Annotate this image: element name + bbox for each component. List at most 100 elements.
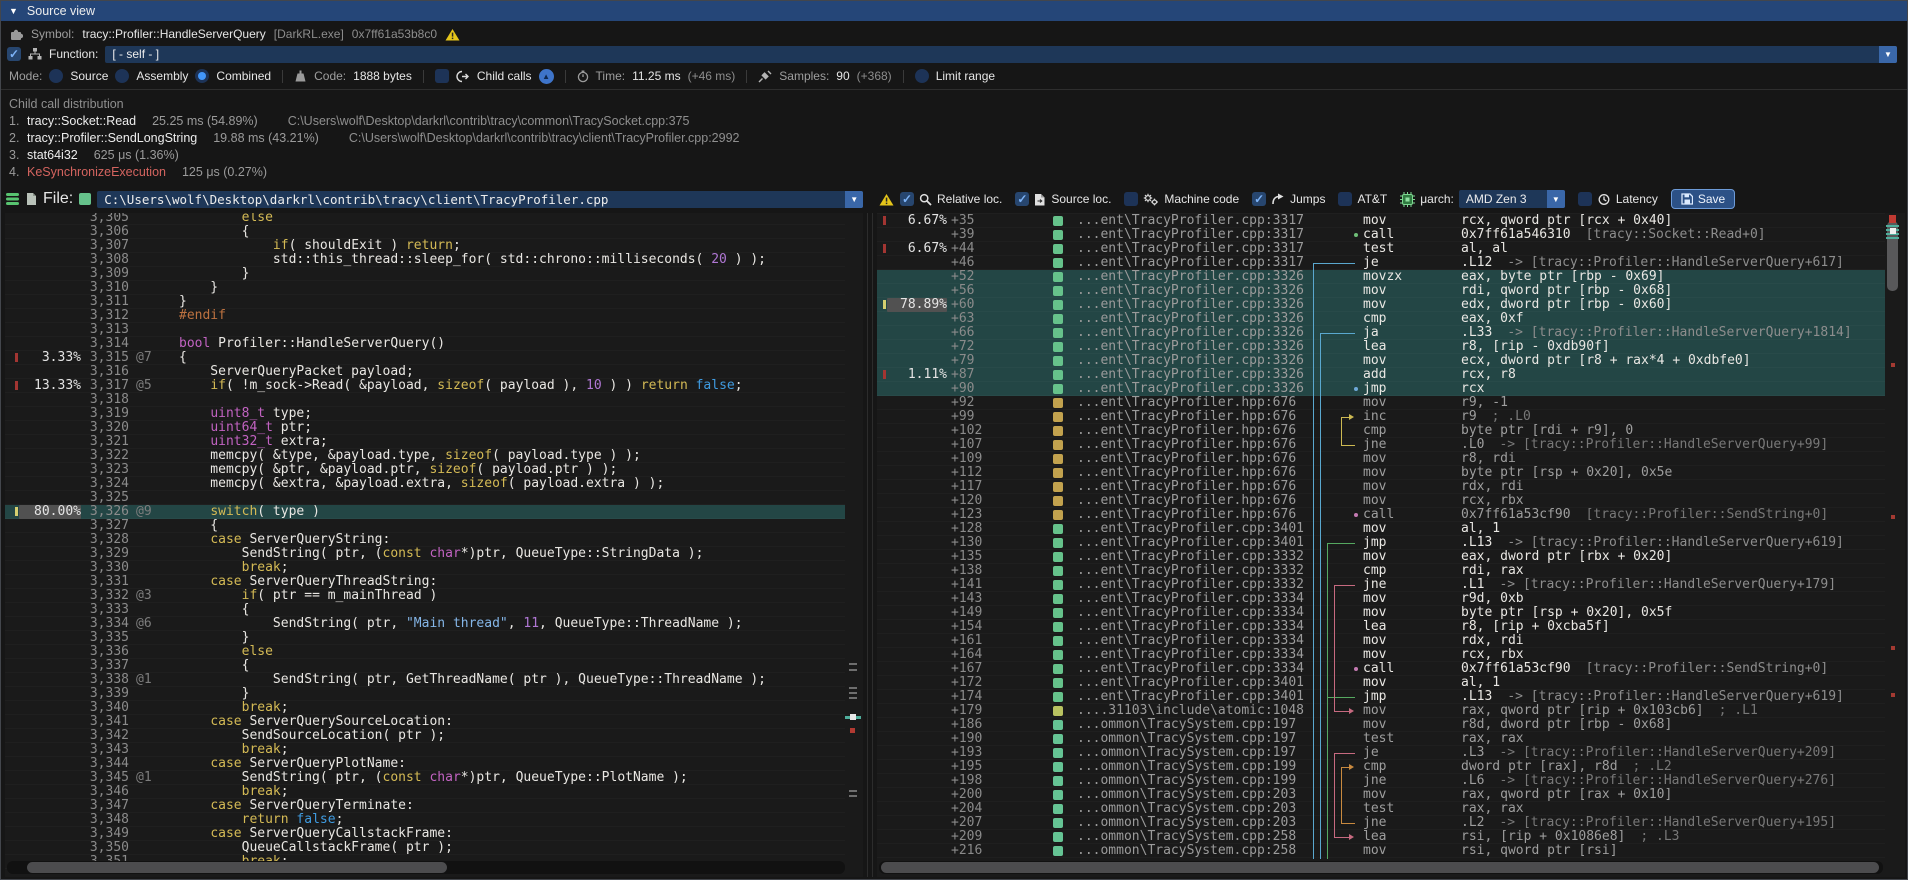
- line-number[interactable]: 3,315: [89, 350, 129, 365]
- child-call-name[interactable]: stat64i32: [27, 148, 78, 162]
- asm-source-location[interactable]: ...ent\TracyProfiler.cpp:3332: [1077, 577, 1304, 592]
- asm-source-location[interactable]: ...ent\TracyProfiler.cpp:3401: [1077, 689, 1304, 704]
- source-line-row[interactable]: 3,316 ServerQueryPacket payload;: [5, 365, 845, 379]
- source-line-row[interactable]: 3,323 memcpy( &ptr, &payload.ptr, sizeof…: [5, 463, 845, 477]
- source-line-row[interactable]: 3,342 SendSourceLocation( ptr );: [5, 729, 845, 743]
- asm-source-location[interactable]: ...ent\TracyProfiler.cpp:3326: [1077, 297, 1304, 312]
- line-number[interactable]: 3,316: [89, 364, 129, 379]
- source-line-row[interactable]: 3,308 std::this_thread::sleep_for( std::…: [5, 253, 845, 267]
- asm-row[interactable]: +138 ...ent\TracyProfiler.cpp:3332 cmp rdi,…: [877, 564, 1885, 578]
- relative-loc-checkbox[interactable]: ✓: [900, 191, 914, 206]
- source-line-row[interactable]: 3,307 if( shouldExit ) return;: [5, 239, 845, 253]
- asm-row[interactable]: +161 ...ent\TracyProfiler.cpp:3334 mov rdx,…: [877, 634, 1885, 648]
- asm-row[interactable]: +117 ...ent\TracyProfiler.hpp:676 mov rdx, …: [877, 480, 1885, 494]
- source-line-row[interactable]: 3,335 }: [5, 631, 845, 645]
- save-button[interactable]: Save: [1670, 189, 1736, 209]
- source-horizontal-scrollbar[interactable]: [7, 861, 845, 874]
- collapse-arrow-icon[interactable]: ▼: [9, 6, 18, 16]
- source-line-row[interactable]: 3,343 break;: [5, 743, 845, 757]
- asm-source-location[interactable]: ...ommon\TracySystem.cpp:258: [1077, 829, 1297, 844]
- asm-row[interactable]: +164 ...ent\TracyProfiler.cpp:3334 mov rcx,…: [877, 648, 1885, 662]
- latency-checkbox[interactable]: ✓: [1577, 192, 1592, 206]
- asm-row[interactable]: +200 ...ommon\TracySystem.cpp:203 mov rax, …: [877, 788, 1885, 802]
- asm-source-location[interactable]: ...ent\TracyProfiler.cpp:3401: [1077, 521, 1304, 536]
- asm-source-location[interactable]: ...ommon\TracySystem.cpp:203: [1077, 787, 1297, 802]
- line-number[interactable]: 3,320: [89, 420, 129, 435]
- source-line-row[interactable]: 3,345 @1 SendString( ptr, (const char*)pt…: [5, 771, 845, 785]
- chevron-down-icon[interactable]: ▼: [1879, 45, 1897, 63]
- source-line-row[interactable]: 3,321 uint32_t extra;: [5, 435, 845, 449]
- asm-row[interactable]: +130 ...ent\TracyProfiler.cpp:3401 jmp .L13…: [877, 536, 1885, 550]
- chevron-down-icon[interactable]: ▼: [845, 190, 864, 208]
- line-number[interactable]: 3,329: [89, 546, 129, 561]
- source-line-row[interactable]: 3,328 case ServerQueryString:: [5, 533, 845, 547]
- asm-source-location[interactable]: ...ommon\TracySystem.cpp:197: [1077, 745, 1297, 760]
- line-number[interactable]: 3,345: [89, 770, 129, 785]
- asm-row[interactable]: 1.11% +87 ...ent\TracyProfiler.cpp:3326 add…: [877, 368, 1885, 382]
- file-path-combo[interactable]: C:\Users\wolf\Desktop\darkrl\contrib\tra…: [97, 190, 864, 208]
- source-line-row[interactable]: 3,329 SendString( ptr, (const char*)ptr,…: [5, 547, 845, 561]
- source-line-row[interactable]: 80.00% 3,326 @9 switch( type ): [5, 505, 845, 519]
- asm-source-location[interactable]: ...ent\TracyProfiler.cpp:3401: [1077, 675, 1304, 690]
- source-line-row[interactable]: 3,322 memcpy( &type, &payload.type, size…: [5, 449, 845, 463]
- scrollbar-thumb[interactable]: [27, 862, 447, 873]
- source-line-row[interactable]: 3,344 case ServerQueryPlotName:: [5, 757, 845, 771]
- asm-row[interactable]: +90 ...ent\TracyProfiler.cpp:3326 jmp rcx: [877, 382, 1885, 396]
- asm-row[interactable]: +112 ...ent\TracyProfiler.hpp:676 mov byte …: [877, 466, 1885, 480]
- chevron-down-icon[interactable]: ▼: [1546, 190, 1565, 208]
- asm-row[interactable]: +193 ...ommon\TracySystem.cpp:197 je .L3 -> …: [877, 746, 1885, 760]
- source-line-row[interactable]: 3,349 case ServerQueryCallstackFrame:: [5, 827, 845, 841]
- asm-row[interactable]: +79 ...ent\TracyProfiler.cpp:3326 mov ecx, …: [877, 354, 1885, 368]
- line-number[interactable]: 3,325: [89, 490, 129, 505]
- asm-row[interactable]: +198 ...ommon\TracySystem.cpp:199 jne .L6 ->…: [877, 774, 1885, 788]
- jumps-checkbox[interactable]: ✓: [1252, 191, 1267, 206]
- source-line-row[interactable]: 3,338 @1 SendString( ptr, GetThreadName( …: [5, 673, 845, 687]
- line-number[interactable]: 3,331: [89, 574, 129, 589]
- scrollbar-thumb[interactable]: [1887, 221, 1898, 291]
- asm-source-location[interactable]: ...ommon\TracySystem.cpp:199: [1077, 759, 1297, 774]
- source-line-row[interactable]: 3,350 QueueCallstackFrame( ptr );: [5, 841, 845, 855]
- line-number[interactable]: 3,314: [89, 336, 129, 351]
- source-line-row[interactable]: 3,305 else: [5, 213, 845, 225]
- asm-row[interactable]: +72 ...ent\TracyProfiler.cpp:3326 lea r8, […: [877, 340, 1885, 354]
- line-number[interactable]: 3,340: [89, 700, 129, 715]
- line-number[interactable]: 3,305: [89, 213, 129, 225]
- pane-splitter[interactable]: [863, 213, 877, 877]
- asm-source-location[interactable]: ...ent\TracyProfiler.hpp:676: [1077, 423, 1297, 438]
- collapse-up-button[interactable]: ▲: [538, 68, 554, 84]
- line-number[interactable]: 3,338: [89, 672, 129, 687]
- source-line-row[interactable]: 3,337 {: [5, 659, 845, 673]
- asm-row[interactable]: +195 ...ommon\TracySystem.cpp:199 cmp dword…: [877, 760, 1885, 774]
- asm-row[interactable]: +174 ...ent\TracyProfiler.cpp:3401 jmp .L13…: [877, 690, 1885, 704]
- source-line-row[interactable]: 3,341 case ServerQuerySourceLocation:: [5, 715, 845, 729]
- asm-source-location[interactable]: ...ent\TracyProfiler.cpp:3334: [1077, 647, 1304, 662]
- asm-row[interactable]: +204 ...ommon\TracySystem.cpp:203 test rax,…: [877, 802, 1885, 816]
- source-line-row[interactable]: 3,324 memcpy( &extra, &payload.extra, si…: [5, 477, 845, 491]
- source-line-row[interactable]: 3,314 bool Profiler::HandleServerQuery(): [5, 337, 845, 351]
- limit-range-label[interactable]: Limit range: [935, 69, 996, 83]
- att-syntax-label[interactable]: AT&T: [1357, 192, 1388, 206]
- line-number[interactable]: 3,310: [89, 280, 129, 295]
- line-number[interactable]: 3,319: [89, 406, 129, 421]
- asm-source-location[interactable]: ...ent\TracyProfiler.cpp:3334: [1077, 661, 1304, 676]
- child-call-name[interactable]: KeSynchronizeExecution: [27, 165, 166, 179]
- uarch-combo[interactable]: AMD Zen 3 ▼: [1458, 190, 1565, 208]
- asm-source-location[interactable]: ...ent\TracyProfiler.hpp:676: [1077, 437, 1297, 452]
- line-number[interactable]: 3,349: [89, 826, 129, 841]
- asm-source-location[interactable]: ...ent\TracyProfiler.hpp:676: [1077, 493, 1297, 508]
- source-line-row[interactable]: 3,309 }: [5, 267, 845, 281]
- asm-row[interactable]: +209 ...ommon\TracySystem.cpp:258 lea rsi, …: [877, 830, 1885, 844]
- asm-row[interactable]: +109 ...ent\TracyProfiler.hpp:676 mov r8, r…: [877, 452, 1885, 466]
- asm-source-location[interactable]: ...ent\TracyProfiler.cpp:3326: [1077, 353, 1304, 368]
- asm-row[interactable]: +172 ...ent\TracyProfiler.cpp:3401 mov al, …: [877, 676, 1885, 690]
- source-line-row[interactable]: 3,346 break;: [5, 785, 845, 799]
- line-number[interactable]: 3,339: [89, 686, 129, 701]
- source-line-row[interactable]: 3,348 return false;: [5, 813, 845, 827]
- asm-source-location[interactable]: ...ommon\TracySystem.cpp:197: [1077, 717, 1297, 732]
- machine-code-label[interactable]: Machine code: [1164, 192, 1240, 206]
- source-line-row[interactable]: 3,311}: [5, 295, 845, 309]
- asm-source-location[interactable]: ...ent\TracyProfiler.cpp:3317: [1077, 241, 1304, 256]
- asm-source-location[interactable]: ...ent\TracyProfiler.cpp:3317: [1077, 213, 1304, 228]
- relative-loc-label[interactable]: Relative loc.: [937, 192, 1003, 206]
- asm-row[interactable]: +216 ...ommon\TracySystem.cpp:258 mov rsi, …: [877, 844, 1885, 858]
